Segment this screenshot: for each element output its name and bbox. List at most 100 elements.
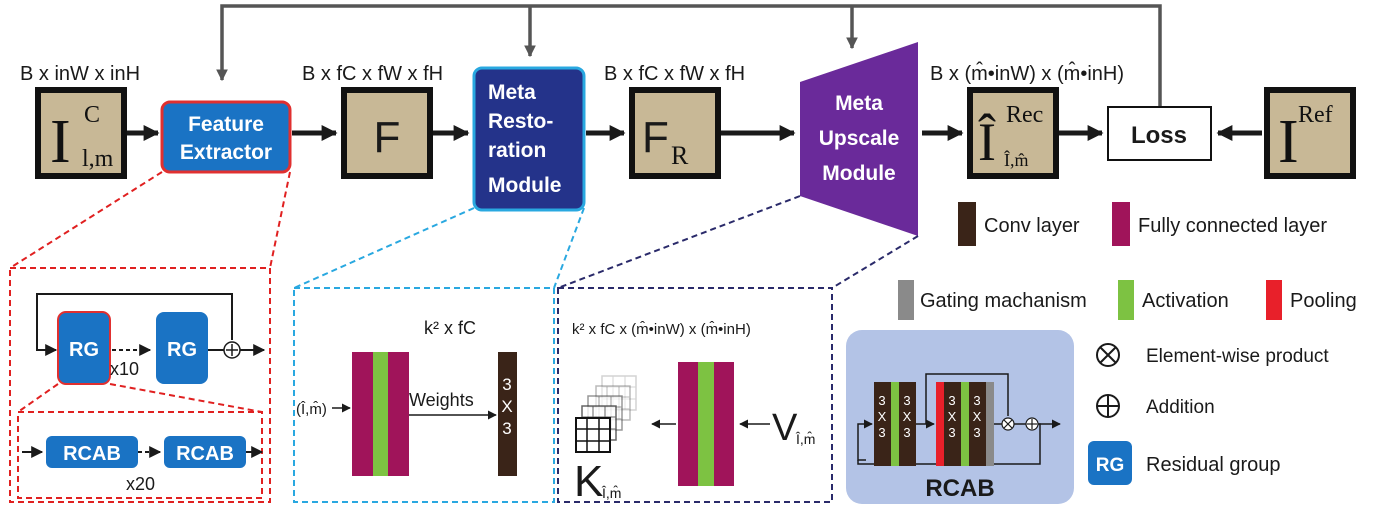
activation-layer [373,352,388,476]
rg-block-last [156,312,208,384]
connector-upscale-right [831,235,919,289]
meta-restoration-line1: Meta [488,81,536,104]
rg-label-first: RG [69,339,99,361]
svg-text:X: X [973,409,982,424]
meta-upscale-line1: Meta [835,92,883,115]
meta-restoration-detail: k² x fC (Î,m̂) Weights 3 X 3 [293,287,555,503]
legend: Conv layer Fully connected layer Gating … [898,202,1357,485]
rcab-title: RCAB [925,475,994,502]
legend-fc-swatch [1112,202,1130,246]
rcab-label-last: RCAB [176,443,234,465]
legend-conv-swatch [958,202,976,246]
svg-text:3: 3 [948,393,955,408]
rcab-repeat-label: x20 [126,474,155,494]
feature-extractor-block: Feature Extractor [160,100,292,174]
rcab-detail: 3 X 3 3 X 3 3 X 3 3 X 3 RCAB [846,330,1074,504]
meta-restoration-line4: Module [488,174,562,197]
rg-repeat-label: x10 [110,359,139,379]
legend-conv-label: Conv layer [984,215,1080,237]
feature-extractor-line1: Feature [188,113,264,136]
loss-label: Loss [1131,122,1187,149]
fc-layer-right [388,352,409,476]
rg-block-first [57,311,111,385]
restored-feature-symbol: F [642,113,669,162]
restoration-size-label: k² x fC [424,318,476,338]
restored-feature-block: F R [629,87,721,179]
restored-feature-subscript: R [671,141,689,170]
legend-product-icon [1096,343,1120,367]
feature-extractor-line2: Extractor [180,141,272,164]
upscale-activation [698,362,714,486]
feedback-lines [216,4,1162,107]
legend-product-label: Element-wise product [1146,346,1329,367]
connector-restoration-right [553,207,585,289]
feature-dims-label: B x fC x fW x fH [302,63,443,85]
weights-label: Weights [409,390,474,410]
svg-text:X: X [948,409,957,424]
connector-extractor-right [269,171,291,269]
conv-kernel-label-2: X [501,397,512,416]
kernel-grid-stack [575,375,637,453]
legend-residual-group-label: Residual group [1146,454,1281,476]
svg-text:3: 3 [903,425,910,440]
reference-symbol: I [1278,108,1299,176]
feature-map-block: F [341,87,433,179]
kernel-subscript: Î,m̂ [601,485,621,501]
legend-activation-label: Activation [1142,290,1229,312]
meta-upscale-line3: Module [822,162,896,185]
svg-text:3: 3 [878,393,885,408]
loss-block: Loss [1107,106,1212,161]
rcab-block-first [46,436,138,468]
svg-text:3: 3 [878,425,885,440]
reconstruction-subscript: Î,m̂ [1004,149,1029,170]
input-dims-label: B x inW x inH [20,63,140,85]
reference-superscript: Ref [1298,102,1333,128]
input-subscript: l,m [82,146,114,172]
reconstruction-symbol: Î [978,112,996,172]
rcab-label-first: RCAB [63,443,121,465]
feature-extractor-detail: RG RG x10 RCAB RCAB x20 [9,267,271,503]
output-dims-label: B x (m̂•inW) x (m̂•inH) [930,62,1124,85]
legend-addition-icon [1096,394,1120,418]
meta-upscale-detail: k² x fC x (m̂•inW) x (m̂•inH) K Î,m̂ V Î… [557,287,833,506]
svg-text:3: 3 [903,393,910,408]
feature-map-symbol: F [374,113,401,162]
legend-pooling-label: Pooling [1290,290,1357,312]
input-superscript: C [84,102,100,128]
legend-gating-swatch [898,280,914,320]
legend-activation-swatch [1118,280,1134,320]
svg-text:X: X [903,409,912,424]
svg-text:3: 3 [973,425,980,440]
meta-upscale-block: Meta Upscale Module [800,42,918,236]
meta-restoration-block: Meta Resto- ration Module [472,66,586,212]
connector-upscale-left [557,195,801,289]
conv-kernel-label-3: 3 [502,419,511,438]
rg-label-last: RG [167,339,197,361]
input-image-block: I C l,m [35,87,127,179]
upscale-fc-left [678,362,698,486]
meta-restoration-line3: ration [488,139,546,162]
legend-pooling-swatch [1266,280,1282,320]
input-symbol: I [50,108,71,176]
svg-text:3: 3 [948,425,955,440]
legend-fc-label: Fully connected layer [1138,215,1327,237]
svg-text:X: X [878,409,887,424]
reconstruction-superscript: Rec [1006,102,1043,128]
upscale-size-label: k² x fC x (m̂•inW) x (m̂•inH) [572,321,751,338]
restored-dims-label: B x fC x fW x fH [604,63,745,85]
meta-restoration-line2: Resto- [488,110,553,133]
conv-kernel-label-1: 3 [502,375,511,394]
reference-image-block: I Ref [1264,87,1356,179]
conv-kernel [498,352,517,476]
v-subscript: Î,m̂ [795,431,815,447]
svg-text:3: 3 [973,393,980,408]
v-symbol: V [772,407,798,449]
fc-layer-left [352,352,373,476]
kernel-symbol: K [574,457,603,506]
legend-addition-label: Addition [1146,397,1215,418]
connector-restoration-left [293,207,475,289]
legend-rg-badge-label: RG [1096,455,1125,476]
connector-extractor-left [9,171,163,269]
upscale-fc-right [714,362,734,486]
